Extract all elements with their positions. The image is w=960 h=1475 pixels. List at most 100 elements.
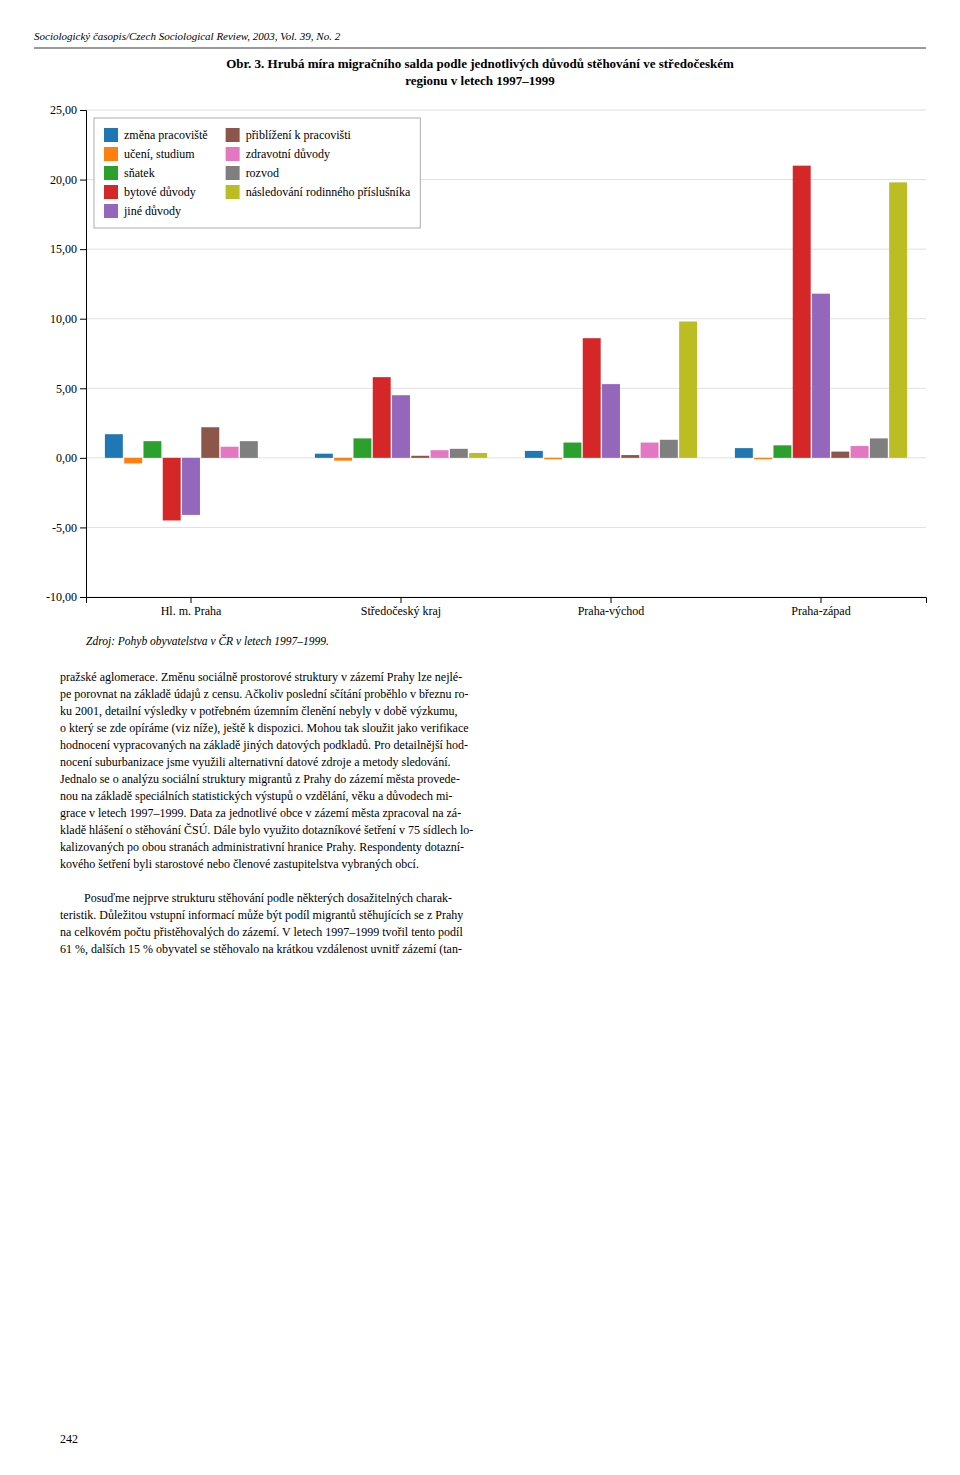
x-tick: Praha-východ <box>578 597 645 618</box>
legend-frame <box>94 118 420 228</box>
bar <box>124 458 142 464</box>
y-tick: 25,00 <box>50 103 86 117</box>
bar <box>544 458 562 459</box>
legend-label: následování rodinného příslušníka <box>246 185 411 199</box>
bar-series <box>124 458 772 464</box>
axis-domain <box>87 598 927 604</box>
grid-line <box>86 110 926 111</box>
bar <box>315 454 333 458</box>
bar <box>450 449 468 458</box>
tick-label: Hl. m. Praha <box>161 604 222 618</box>
tick-mark <box>191 597 192 603</box>
bar <box>373 377 391 458</box>
bar <box>773 445 791 458</box>
bar <box>870 438 888 457</box>
tick-label: 25,00 <box>50 103 77 117</box>
legend-item: sňatek <box>104 166 155 180</box>
y-tick: 10,00 <box>50 312 86 326</box>
tick-label: 10,00 <box>50 312 77 326</box>
bar <box>105 434 123 458</box>
legend-swatch <box>226 166 240 180</box>
y-tick: 0,00 <box>56 451 86 465</box>
body-line: o který se zde opíráme (viz níže), ještě… <box>60 721 469 735</box>
legend-label: rozvod <box>246 166 279 180</box>
tick-mark <box>80 110 86 111</box>
bar <box>851 446 869 458</box>
tick-label: Praha-východ <box>578 604 645 618</box>
bar <box>583 338 601 458</box>
bar-series <box>221 443 869 458</box>
legend-item: přiblížení k pracovišti <box>226 128 352 142</box>
bar <box>431 450 449 458</box>
bar <box>525 451 543 458</box>
legend-item: učení, studium <box>104 147 195 161</box>
bar <box>660 440 678 458</box>
bar <box>240 441 258 458</box>
header-rule <box>34 48 926 49</box>
tick-mark <box>80 319 86 320</box>
x-tick: Hl. m. Praha <box>161 597 222 618</box>
tick-label: 5,00 <box>56 382 77 396</box>
y-tick: -5,00 <box>52 521 86 535</box>
legend-label: přiblížení k pracovišti <box>246 128 352 142</box>
page: Sociologický časopis/Czech Sociological … <box>0 0 960 1475</box>
bar <box>641 443 659 458</box>
axis-domain <box>80 111 87 598</box>
bar <box>602 384 620 458</box>
tick-mark <box>80 458 86 459</box>
y-tick: 5,00 <box>56 382 86 396</box>
legend-label: jiné důvody <box>123 204 181 218</box>
bar <box>469 453 487 458</box>
legend-swatch <box>104 185 118 199</box>
grid <box>86 110 926 597</box>
legend-swatch <box>226 147 240 161</box>
x-axis: Hl. m. Praha Středočeský kraj Praha-východ… <box>87 597 927 618</box>
legend-label: zdravotní důvody <box>246 147 330 161</box>
tick-mark <box>401 597 402 603</box>
title-line: Obr. 3. Hrubá míra migračního salda podl… <box>226 56 734 71</box>
bar <box>831 452 849 458</box>
legend-label: změna pracoviště <box>124 128 208 142</box>
bar <box>812 294 830 458</box>
body-line: hodnocení vypracovaných na základě jinýc… <box>60 738 468 752</box>
legend: změna pracovištěučení, studiumsňatekbyto… <box>94 118 420 228</box>
body-line: Jednalo se o analýzu sociální struktury … <box>60 772 460 786</box>
legend-swatch <box>226 128 240 142</box>
bar <box>221 447 239 458</box>
bar <box>392 395 410 458</box>
legend-item: zdravotní důvody <box>226 147 330 161</box>
bar <box>889 182 907 458</box>
y-tick: -10,00 <box>46 590 86 604</box>
body-line: kového šetření byli starostové nebo člen… <box>60 857 419 871</box>
tick-mark <box>80 388 86 389</box>
body-line: kladě hlášení o stěhování ČSÚ. Dále bylo… <box>60 823 473 837</box>
tick-label: -5,00 <box>52 521 77 535</box>
title-line: regionu v letech 1997–1999 <box>405 73 555 88</box>
bar <box>563 443 581 458</box>
tick-mark <box>821 597 822 603</box>
tick-label: -10,00 <box>46 590 77 604</box>
body-line: grace v letech 1997–1999. Data za jednot… <box>60 806 461 820</box>
bar <box>143 441 161 458</box>
legend-label: učení, studium <box>124 147 195 161</box>
bar <box>163 458 181 521</box>
legend-item: rozvod <box>226 166 279 180</box>
page-number: 242 <box>60 1432 78 1446</box>
bar-series <box>201 427 849 458</box>
bar <box>201 427 219 458</box>
body-line: pražské aglomerace. Změnu sociálně prost… <box>60 670 462 684</box>
legend-swatch <box>104 166 118 180</box>
tick-mark <box>611 597 612 603</box>
tick-mark <box>80 249 86 250</box>
bar <box>621 455 639 458</box>
body-line: pe porovnat na základě údajů z censu. Ač… <box>60 687 469 701</box>
tick-mark <box>80 527 86 528</box>
legend-swatch <box>104 204 118 218</box>
tick-label: Praha-západ <box>791 604 850 618</box>
grid-line <box>86 527 926 528</box>
tick-label: Středočeský kraj <box>361 604 441 618</box>
plot: -10,00-5,000,005,0010,0015,0020,0025,00H… <box>46 103 927 617</box>
body-line: ku 2001, detailní výsledky v potřebném ú… <box>60 704 458 718</box>
legend-swatch <box>226 185 240 199</box>
legend-swatch <box>104 128 118 142</box>
